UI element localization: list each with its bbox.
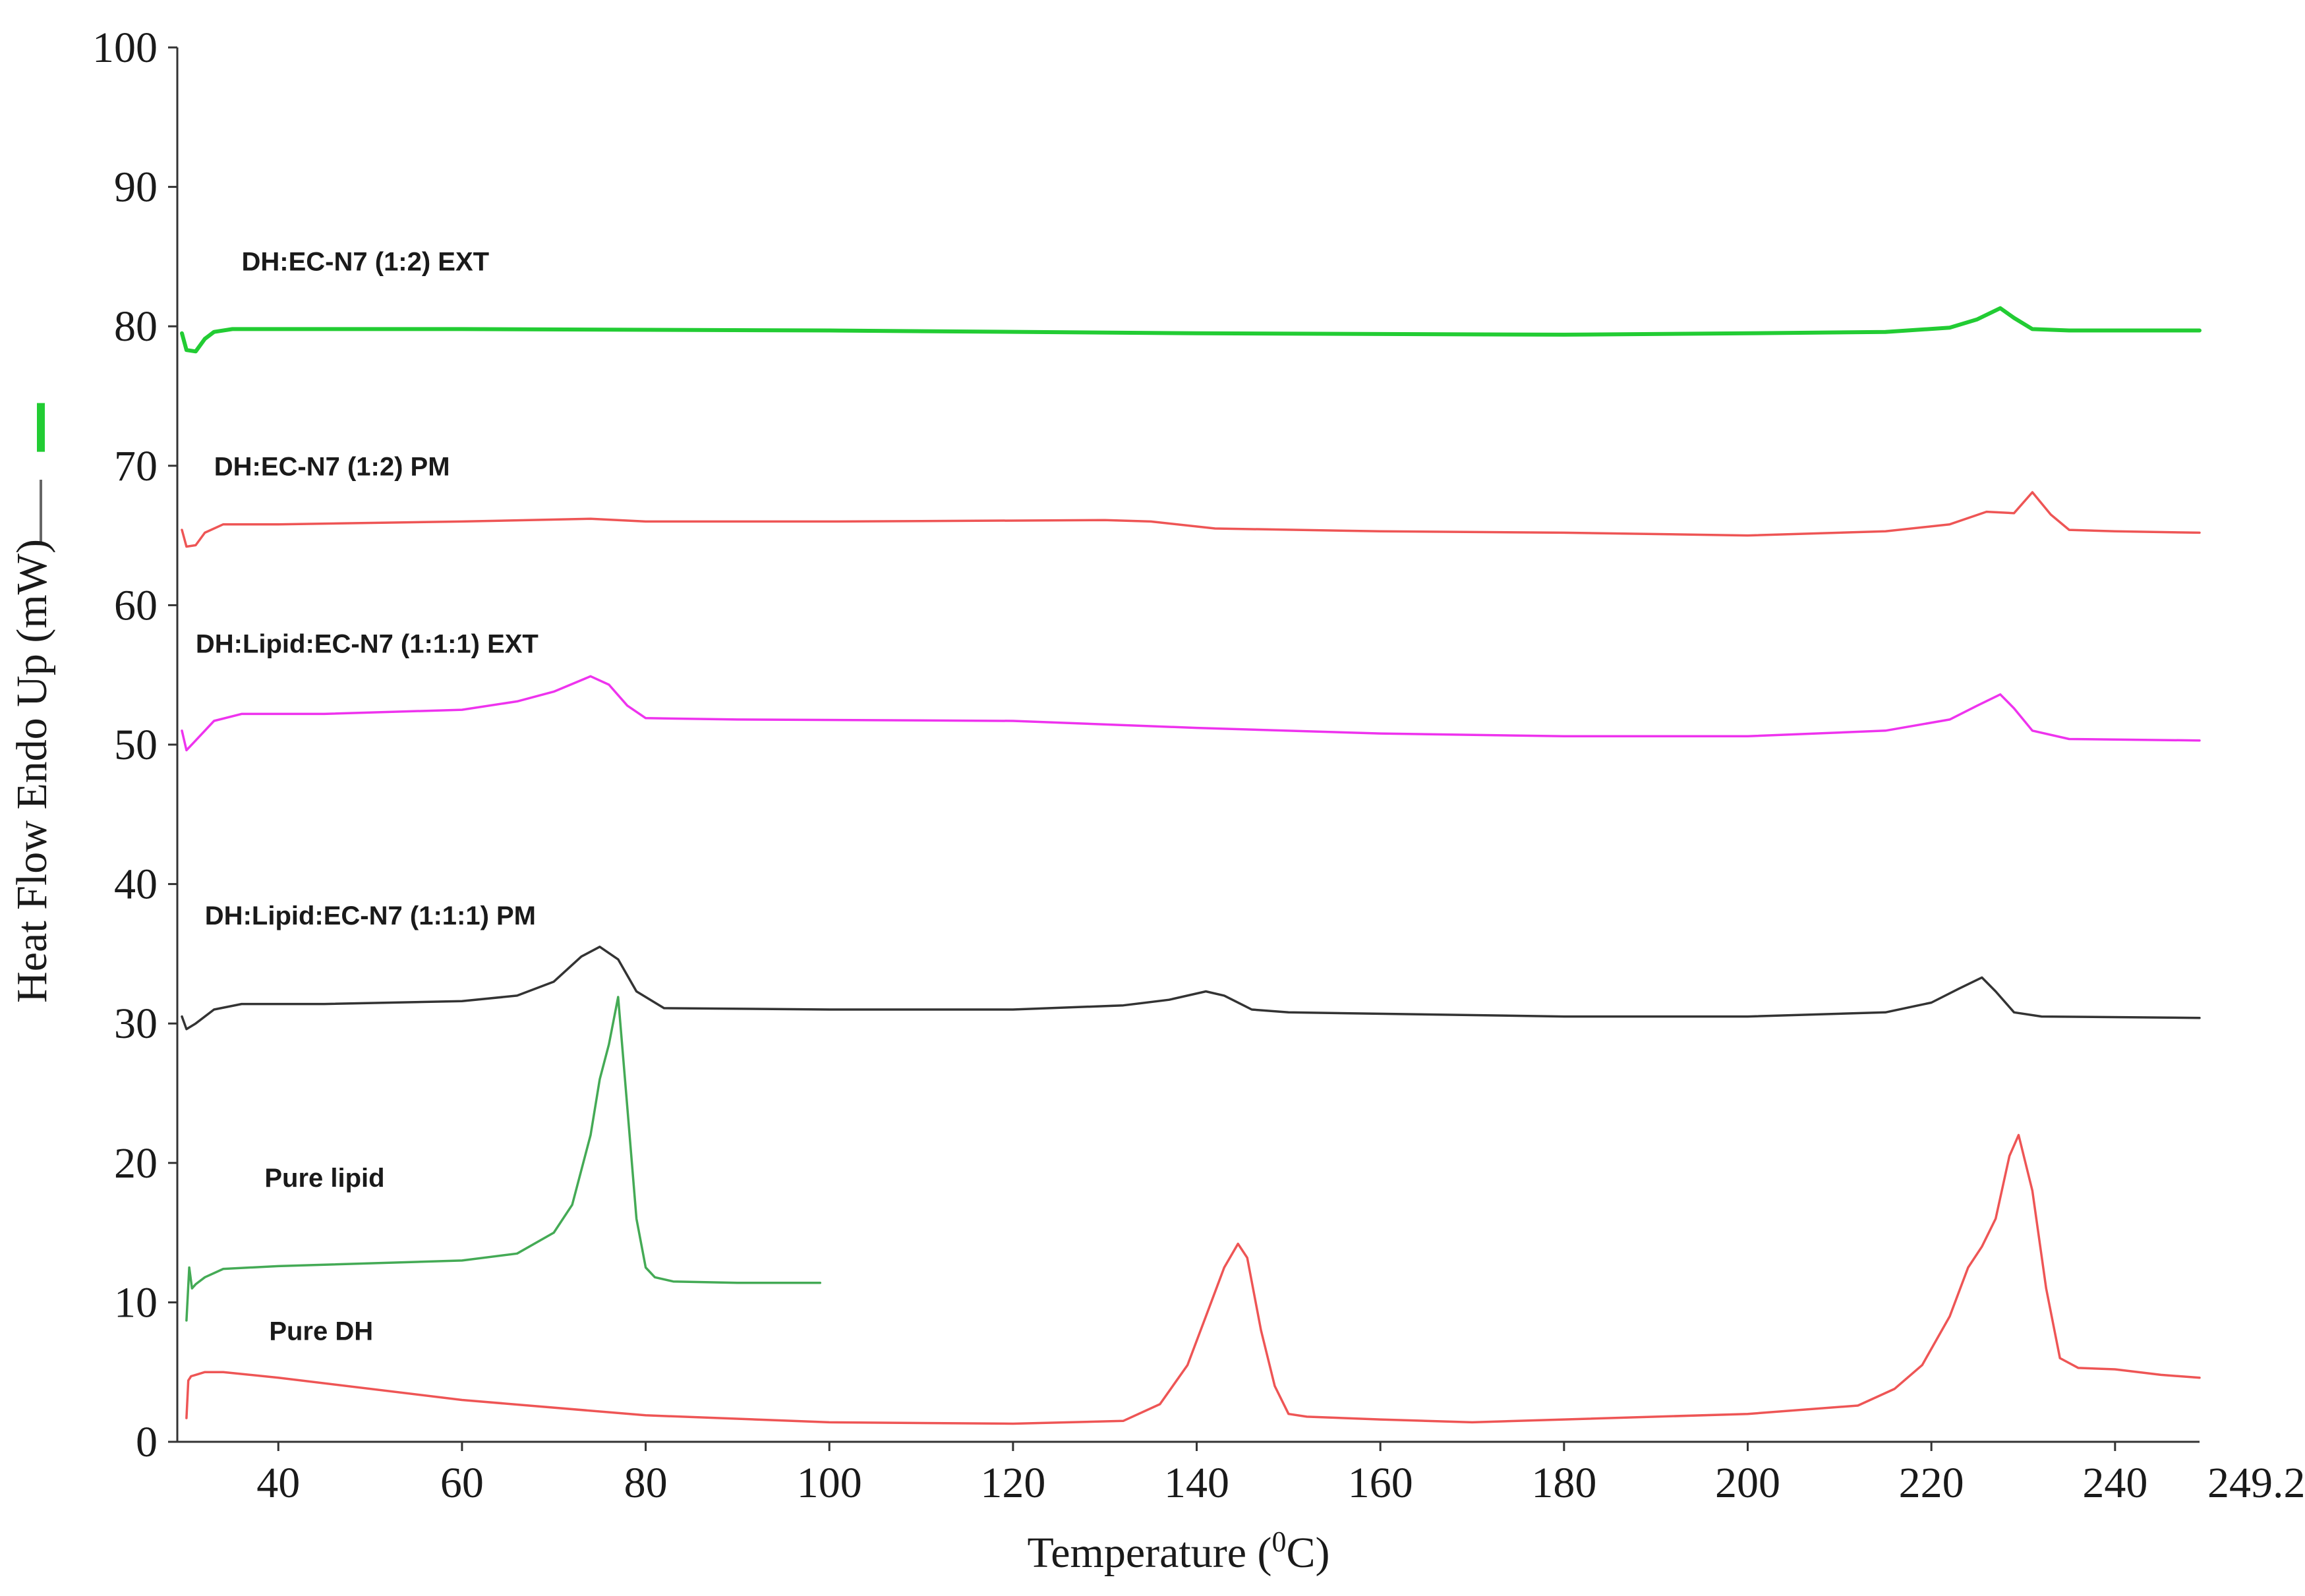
series-lines <box>180 306 2202 1425</box>
series-line <box>185 996 822 1322</box>
series-label: DH:Lipid:EC-N7 (1:1:1) EXT <box>196 629 539 658</box>
series-label: DH:Lipid:EC-N7 (1:1:1) PM <box>205 901 536 930</box>
series-line <box>181 946 2201 1031</box>
x-axis-title-superscript: 0 <box>1272 1525 1287 1558</box>
x-tick-label: 80 <box>624 1459 668 1507</box>
x-ticks: 40 60 80 100 120 140 160 180 200 220 240 249.2 <box>256 1442 2305 1507</box>
x-end-label: 249.2 <box>2207 1459 2305 1507</box>
y-tick-label: 80 <box>114 302 158 351</box>
y-tick-label: 20 <box>114 1139 158 1187</box>
series-label: Pure lipid <box>264 1164 384 1193</box>
y-tick-label: 90 <box>114 163 158 212</box>
y-tick-label: 30 <box>114 1000 158 1048</box>
y-tick-label: 70 <box>114 442 158 490</box>
x-axis-title-main: Temperature ( <box>1028 1529 1272 1577</box>
y-tick-label: 60 <box>114 581 158 629</box>
y-ticks: 0 10 20 30 40 50 60 70 80 90 100 <box>92 24 177 1466</box>
series-line <box>181 675 2201 752</box>
x-tick-label: 200 <box>1715 1459 1780 1507</box>
y-tick-label: 0 <box>136 1418 158 1466</box>
x-tick-label: 40 <box>256 1459 300 1507</box>
x-tick-label: 140 <box>1164 1459 1229 1507</box>
y-tick-label: 40 <box>114 861 158 909</box>
y-axis-title: Heat Flow Endo Up (mW) <box>8 539 56 1003</box>
series-line <box>185 1133 2201 1425</box>
x-tick-label: 180 <box>1531 1459 1596 1507</box>
series-label: DH:EC-N7 (1:2) EXT <box>242 248 490 277</box>
x-tick-label: 60 <box>440 1459 484 1507</box>
x-tick-label: 120 <box>980 1459 1045 1507</box>
series-line <box>181 491 2201 548</box>
x-tick-label: 240 <box>2082 1459 2147 1507</box>
x-tick-label: 160 <box>1348 1459 1413 1507</box>
y-tick-label: 10 <box>114 1278 158 1326</box>
x-tick-label: 220 <box>1899 1459 1964 1507</box>
x-axis-title: Temperature (0C) <box>1028 1525 1330 1578</box>
series-line <box>180 306 2202 354</box>
series-label: DH:EC-N7 (1:2) PM <box>214 453 450 482</box>
y-tick-label: 50 <box>114 721 158 769</box>
x-axis-title-suffix: C) <box>1287 1529 1330 1577</box>
series-label: Pure DH <box>269 1317 373 1346</box>
y-tick-label: 100 <box>92 24 158 72</box>
series-labels: DH:EC-N7 (1:2) EXT DH:EC-N7 (1:2) PM DH:Li… <box>196 248 539 1346</box>
x-tick-label: 100 <box>797 1459 862 1507</box>
